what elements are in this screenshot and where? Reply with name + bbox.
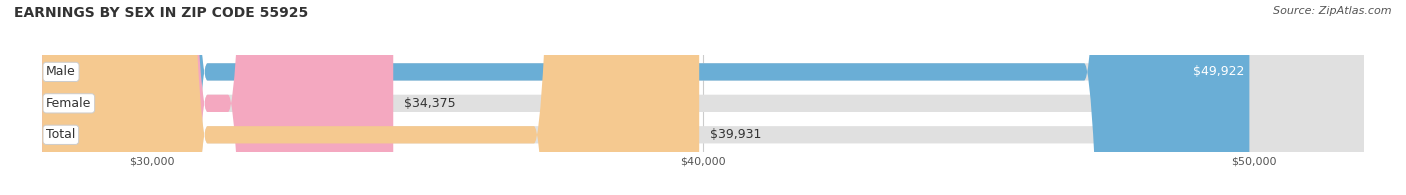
Text: Source: ZipAtlas.com: Source: ZipAtlas.com (1274, 6, 1392, 16)
FancyBboxPatch shape (42, 0, 1364, 195)
FancyBboxPatch shape (42, 0, 699, 195)
Text: Female: Female (46, 97, 91, 110)
FancyBboxPatch shape (42, 0, 1364, 195)
Text: Male: Male (46, 65, 76, 78)
Text: EARNINGS BY SEX IN ZIP CODE 55925: EARNINGS BY SEX IN ZIP CODE 55925 (14, 6, 308, 20)
Text: Total: Total (46, 128, 76, 141)
FancyBboxPatch shape (42, 0, 1250, 195)
Text: $49,922: $49,922 (1192, 65, 1244, 78)
Text: $34,375: $34,375 (404, 97, 456, 110)
Text: $39,931: $39,931 (710, 128, 761, 141)
FancyBboxPatch shape (42, 0, 394, 195)
FancyBboxPatch shape (42, 0, 1364, 195)
